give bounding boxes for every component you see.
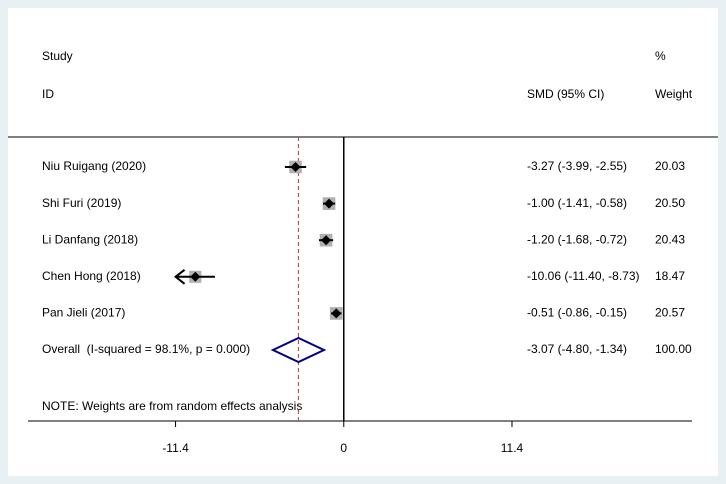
overall-weight-label: 100.00	[655, 342, 692, 356]
study-label: Pan Jieli (2017)	[42, 306, 125, 320]
header-id: ID	[42, 87, 54, 101]
overall-effect-label: -3.07 (-4.80, -1.34)	[527, 342, 627, 356]
effect-label: -0.51 (-0.86, -0.15)	[527, 306, 627, 320]
effect-label: -1.20 (-1.68, -0.72)	[527, 232, 627, 246]
point-estimate	[331, 308, 342, 319]
header-percent: %	[655, 49, 666, 63]
plot-panel	[8, 8, 718, 476]
header-effect: SMD (95% CI)	[527, 87, 604, 101]
header-weight: Weight	[655, 87, 693, 101]
point-estimate	[324, 198, 335, 209]
x-tick-label: 11.4	[501, 441, 524, 455]
weight-label: 20.50	[655, 196, 685, 210]
weight-label: 20.43	[655, 232, 685, 246]
overall-label: Overall (I-squared = 98.1%, p = 0.000)	[42, 342, 250, 356]
x-tick-label: -11.4	[162, 441, 189, 455]
overall-diamond	[270, 336, 327, 364]
study-label: Li Danfang (2018)	[42, 232, 138, 246]
point-estimate	[190, 271, 201, 282]
note: NOTE: Weights are from random effects an…	[42, 399, 302, 413]
weight-label: 20.57	[655, 306, 685, 320]
weight-label: 18.47	[655, 269, 685, 283]
weight-label: 20.03	[655, 159, 685, 173]
header-study: Study	[42, 49, 73, 63]
study-label: Chen Hong (2018)	[42, 269, 141, 283]
study-label: Shi Furi (2019)	[42, 196, 121, 210]
effect-label: -1.00 (-1.41, -0.58)	[527, 196, 627, 210]
x-tick-label: 0	[340, 441, 347, 455]
effect-label: -3.27 (-3.99, -2.55)	[527, 159, 627, 173]
point-estimate	[290, 162, 301, 172]
ci-arrow	[173, 269, 186, 285]
effect-label: -10.06 (-11.40, -8.73)	[527, 269, 640, 283]
point-estimate	[321, 235, 332, 246]
study-label: Niu Ruigang (2020)	[42, 159, 146, 173]
